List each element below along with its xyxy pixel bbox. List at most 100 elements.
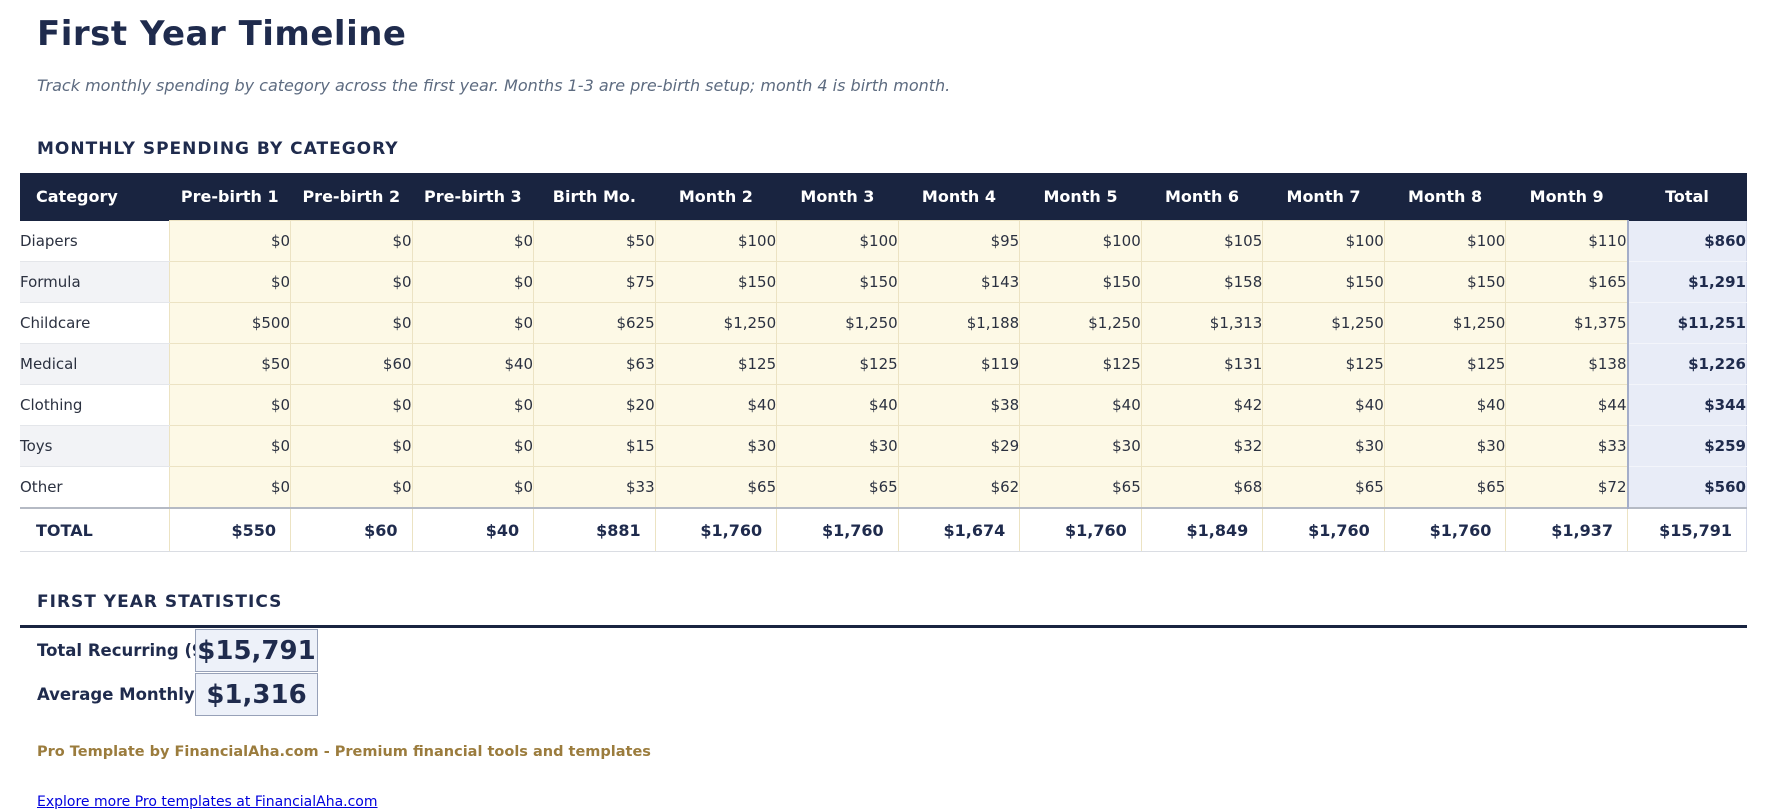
amount-cell: $62	[897, 466, 1021, 509]
table-row-formula: Formula $0 $0 $0 $75 $150 $150 $143 $150 $158 $150…	[20, 261, 1747, 303]
amount-cell: $1,674	[897, 507, 1021, 552]
stat-value-average-monthly: $1,316	[195, 673, 318, 716]
column-header-pre-birth-2: Pre-birth 2	[290, 173, 413, 221]
amount-cell: $165	[1505, 261, 1628, 303]
stats-section-title: FIRST YEAR STATISTICS	[37, 592, 283, 612]
amount-cell: $33	[1505, 425, 1628, 467]
table-row-other: Other $0 $0 $0 $33 $65 $65 $62 $65 $68 $65 $65 $72 $5…	[20, 466, 1747, 509]
amount-cell: $0	[168, 220, 292, 262]
amount-cell: $30	[1262, 425, 1385, 467]
amount-cell: $0	[290, 302, 413, 344]
amount-cell: $30	[654, 425, 778, 467]
amount-cell: $30	[1383, 425, 1507, 467]
amount-cell: $881	[533, 507, 656, 552]
category-cell: TOTAL	[20, 507, 169, 552]
row-total-cell: $15,791	[1627, 507, 1747, 552]
table-row-toys: Toys $0 $0 $0 $15 $30 $30 $29 $30 $32 $30 $30 $33 $25…	[20, 425, 1747, 467]
spending-table: Category Pre-birth 1 Pre-birth 2 Pre-birth …	[20, 173, 1747, 552]
amount-cell: $1,250	[776, 302, 899, 344]
amount-cell: $0	[290, 466, 413, 509]
amount-cell: $40	[1383, 384, 1507, 426]
amount-cell: $0	[411, 220, 535, 262]
row-total-cell: $860	[1626, 220, 1747, 262]
amount-cell: $42	[1140, 384, 1264, 426]
table-header-row: Category Pre-birth 1 Pre-birth 2 Pre-birth …	[20, 173, 1747, 221]
amount-cell: $150	[776, 261, 899, 303]
amount-cell: $20	[533, 384, 656, 426]
footer-explore-link[interactable]: Explore more Pro templates at FinancialA…	[37, 794, 378, 810]
category-cell: Formula	[20, 261, 169, 303]
amount-cell: $40	[1019, 384, 1142, 426]
stats-section: FIRST YEAR STATISTICS Total Recurring (9…	[0, 592, 1767, 716]
row-total-cell: $1,291	[1626, 261, 1747, 303]
column-header-month-5: Month 5	[1019, 173, 1142, 221]
amount-cell: $1,250	[1383, 302, 1507, 344]
amount-cell: $1,313	[1140, 302, 1264, 344]
amount-cell: $150	[654, 261, 778, 303]
amount-cell: $68	[1140, 466, 1264, 509]
amount-cell: $40	[654, 384, 778, 426]
amount-cell: $40	[1262, 384, 1385, 426]
amount-cell: $0	[290, 220, 413, 262]
amount-cell: $1,937	[1505, 507, 1628, 552]
table-row-diapers: Diapers $0 $0 $0 $50 $100 $100 $95 $100 $105 $100 $…	[20, 220, 1747, 262]
column-header-month-9: Month 9	[1505, 173, 1628, 221]
stat-row-average-monthly: Average Monthly (	[20, 672, 1747, 716]
column-header-month-3: Month 3	[776, 173, 899, 221]
amount-cell: $150	[1262, 261, 1385, 303]
amount-cell: $100	[1262, 220, 1385, 262]
amount-cell: $143	[897, 261, 1021, 303]
category-cell: Childcare	[20, 302, 169, 344]
amount-cell: $150	[1383, 261, 1507, 303]
column-header-total: Total	[1627, 173, 1747, 221]
page-subtitle: Track monthly spending by category acros…	[37, 76, 951, 95]
amount-cell: $0	[168, 384, 292, 426]
amount-cell: $30	[776, 425, 899, 467]
amount-cell: $65	[1383, 466, 1507, 509]
column-header-month-4: Month 4	[898, 173, 1020, 221]
amount-cell: $0	[168, 425, 292, 467]
amount-cell: $100	[1383, 220, 1507, 262]
amount-cell: $500	[168, 302, 292, 344]
stat-label-average-monthly: Average Monthly (	[37, 684, 197, 704]
amount-cell: $1,760	[1262, 507, 1385, 552]
amount-cell: $1,375	[1505, 302, 1628, 344]
amount-cell: $125	[1383, 343, 1507, 385]
column-header-pre-birth-3: Pre-birth 3	[412, 173, 534, 221]
amount-cell: $0	[411, 384, 535, 426]
column-header-month-8: Month 8	[1384, 173, 1506, 221]
amount-cell: $65	[776, 466, 899, 509]
column-header-month-2: Month 2	[655, 173, 777, 221]
amount-cell: $38	[897, 384, 1021, 426]
footer-branding-text: Pro Template by FinancialAha.com - Premi…	[37, 744, 651, 760]
amount-cell: $0	[290, 384, 413, 426]
column-header-birth-mo-: Birth Mo.	[533, 173, 656, 221]
amount-cell: $125	[776, 343, 899, 385]
amount-cell: $33	[533, 466, 656, 509]
stats-body: Total Recurring (9 Average Monthly ( $15…	[20, 625, 1747, 716]
amount-cell: $1,760	[1019, 507, 1142, 552]
amount-cell: $0	[168, 261, 292, 303]
stat-value-total-recurring: $15,791	[195, 629, 318, 672]
amount-cell: $75	[533, 261, 656, 303]
amount-cell: $1,188	[897, 302, 1021, 344]
amount-cell: $100	[654, 220, 778, 262]
category-cell: Other	[20, 466, 169, 509]
amount-cell: $1,760	[654, 507, 778, 552]
amount-cell: $105	[1140, 220, 1264, 262]
column-header-category: Category	[20, 173, 169, 221]
row-total-cell: $11,251	[1626, 302, 1747, 344]
row-total-cell: $1,226	[1626, 343, 1747, 385]
amount-cell: $125	[1019, 343, 1142, 385]
amount-cell: $0	[290, 425, 413, 467]
column-header-month-7: Month 7	[1262, 173, 1385, 221]
table-row-clothing: Clothing $0 $0 $0 $20 $40 $40 $38 $40 $42 $40 $40 $4…	[20, 384, 1747, 426]
category-cell: Diapers	[20, 220, 169, 262]
amount-cell: $119	[897, 343, 1021, 385]
amount-cell: $95	[897, 220, 1021, 262]
amount-cell: $1,250	[1262, 302, 1385, 344]
row-total-cell: $259	[1626, 425, 1747, 467]
amount-cell: $50	[533, 220, 656, 262]
amount-cell: $1,250	[1019, 302, 1142, 344]
spending-section-title: MONTHLY SPENDING BY CATEGORY	[37, 139, 399, 159]
